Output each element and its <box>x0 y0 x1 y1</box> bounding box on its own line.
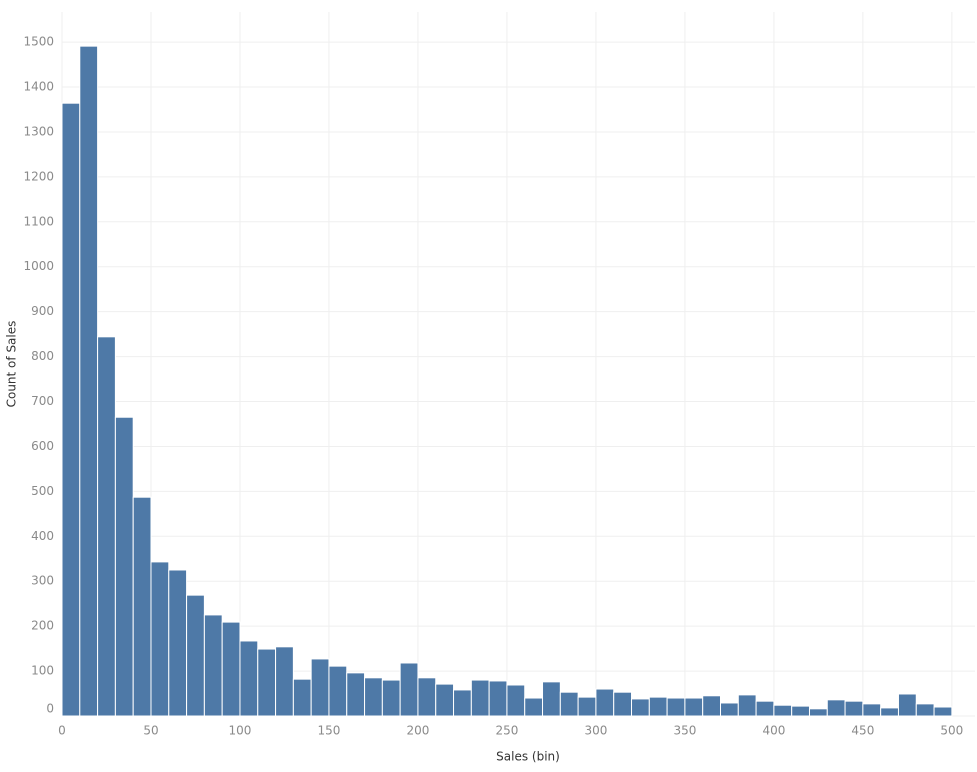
bar <box>114 416 134 717</box>
bar <box>346 672 366 717</box>
bar <box>79 45 99 717</box>
y-tick-label: 0 <box>46 702 54 716</box>
bar <box>542 681 561 717</box>
bar <box>737 694 757 717</box>
bar <box>791 705 810 717</box>
bar <box>61 102 81 717</box>
bar <box>150 561 170 717</box>
bar <box>613 691 633 717</box>
bar <box>97 336 116 717</box>
bar <box>595 688 615 717</box>
bar <box>719 702 739 717</box>
x-tick-label: 50 <box>143 724 158 738</box>
x-tick-label: 300 <box>584 724 607 738</box>
x-tick-label: 100 <box>229 724 252 738</box>
y-tick-label: 1200 <box>23 169 54 183</box>
bar <box>702 695 721 717</box>
bar <box>328 665 348 717</box>
bar <box>470 679 490 717</box>
y-tick-label: 1400 <box>23 80 54 94</box>
y-tick-label: 1300 <box>23 124 54 138</box>
y-tick-label: 100 <box>31 664 54 678</box>
bar <box>808 708 828 717</box>
x-tick-label: 350 <box>673 724 696 738</box>
x-tick-label: 200 <box>406 724 429 738</box>
bar <box>844 700 864 717</box>
bar <box>577 696 597 717</box>
x-axis-title: Sales (bin) <box>496 750 560 764</box>
bar <box>221 621 241 717</box>
y-tick-label: 500 <box>31 484 54 498</box>
bar <box>897 693 917 717</box>
bar <box>506 684 526 717</box>
bar <box>773 704 793 717</box>
bar <box>292 678 312 717</box>
bar <box>399 662 419 717</box>
bar <box>257 648 277 717</box>
bar <box>488 680 508 717</box>
bar <box>132 496 152 717</box>
y-tick-label: 1000 <box>23 259 54 273</box>
y-tick-label: 800 <box>31 349 54 363</box>
bar <box>310 658 330 717</box>
x-tick-label: 250 <box>495 724 518 738</box>
y-tick-label: 1100 <box>23 214 54 228</box>
bar <box>755 700 775 717</box>
y-tick-label: 900 <box>31 304 54 318</box>
y-tick-label: 300 <box>31 574 54 588</box>
y-axis-title: Count of Sales <box>5 321 19 408</box>
bar <box>933 706 953 717</box>
bar <box>666 697 686 717</box>
bar <box>203 614 223 717</box>
bar <box>364 677 383 717</box>
bar <box>168 569 188 717</box>
y-tick-label: 1500 <box>23 35 54 49</box>
bar <box>826 699 846 717</box>
bar <box>186 594 205 717</box>
bar <box>915 703 935 717</box>
x-tick-label: 500 <box>940 724 963 738</box>
x-tick-label: 150 <box>318 724 341 738</box>
bar <box>559 691 579 717</box>
x-tick-label: 400 <box>762 724 785 738</box>
bar <box>524 697 544 717</box>
y-tick-label: 200 <box>31 619 54 633</box>
bar <box>435 683 455 717</box>
y-tick-label: 400 <box>31 529 54 543</box>
bar <box>381 679 401 717</box>
bar <box>880 707 899 717</box>
bar <box>275 646 294 717</box>
y-tick-label: 600 <box>31 439 54 453</box>
y-tick-label: 700 <box>31 394 54 408</box>
bar <box>862 703 882 717</box>
bar <box>648 696 668 717</box>
bar <box>239 640 259 717</box>
bar <box>631 698 650 717</box>
bar <box>417 677 437 717</box>
bar <box>453 689 472 717</box>
bar <box>684 697 704 717</box>
x-tick-label: 450 <box>851 724 874 738</box>
x-tick-label: 0 <box>58 724 66 738</box>
